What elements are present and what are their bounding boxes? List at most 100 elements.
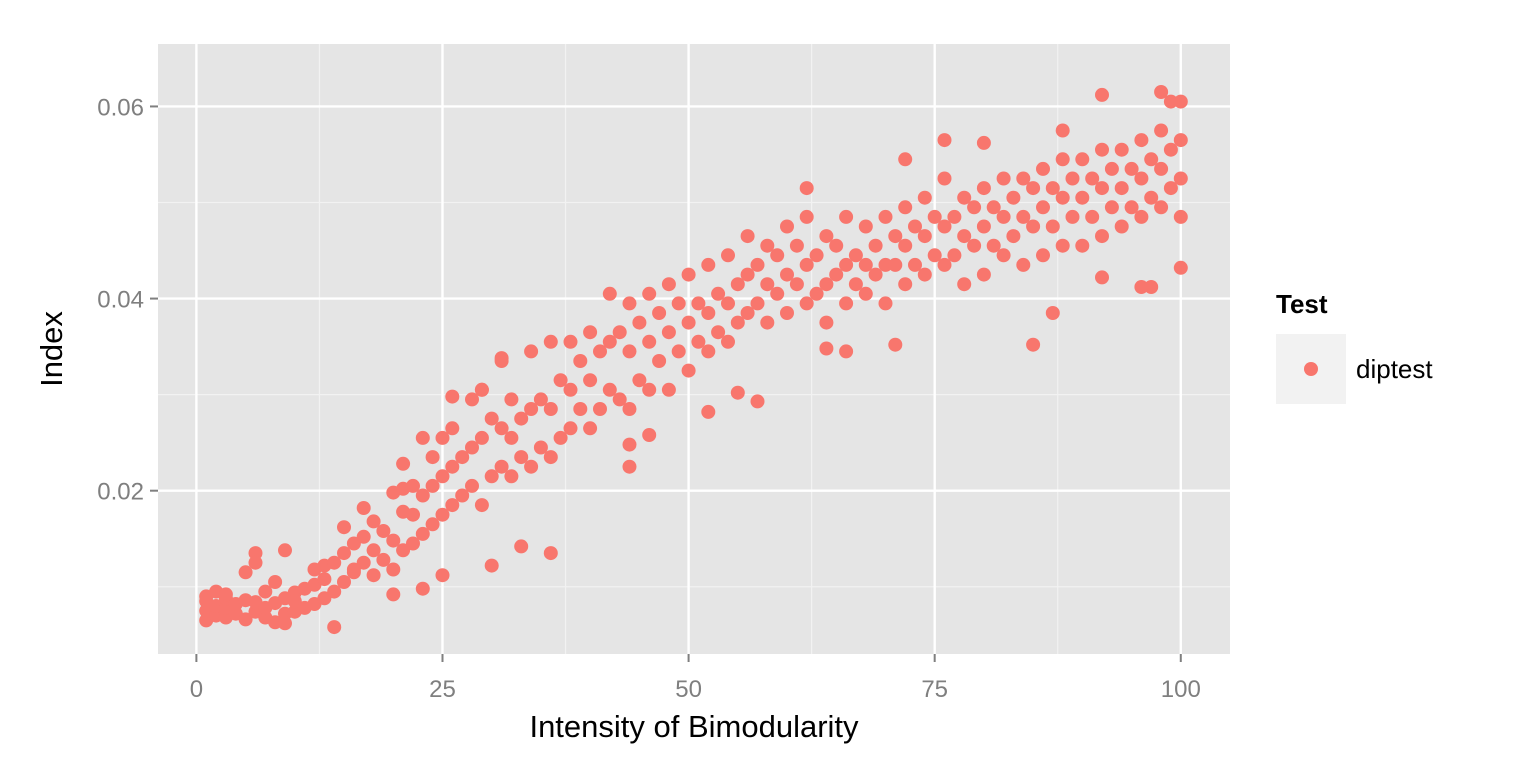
data-point [317, 572, 332, 587]
data-point [238, 612, 253, 627]
data-point [356, 555, 371, 570]
y-tick-label: 0.06 [97, 94, 144, 121]
data-point [888, 229, 903, 244]
data-point [819, 229, 834, 244]
data-point [721, 296, 735, 311]
data-point [976, 181, 991, 196]
data-point [346, 562, 361, 577]
data-point [661, 277, 676, 292]
data-point [1173, 171, 1188, 186]
data-point [386, 562, 401, 577]
data-point [760, 315, 775, 330]
data-point [602, 286, 617, 301]
y-tick-label: 0.04 [97, 287, 144, 314]
data-point [415, 581, 430, 596]
data-point [1045, 181, 1060, 196]
data-point [1055, 123, 1070, 138]
x-tick-labels: 0 25 50 75 100 [190, 676, 1201, 703]
data-point [1055, 190, 1070, 205]
data-point [632, 373, 647, 388]
data-point [563, 421, 578, 436]
data-point [661, 325, 676, 340]
data-point [1163, 181, 1178, 196]
data-point [1026, 337, 1041, 352]
y-axis-title: Index [34, 311, 69, 387]
data-point [622, 344, 637, 359]
data-point [917, 190, 932, 205]
data-point [415, 526, 430, 541]
data-point [366, 543, 381, 558]
data-point [819, 341, 834, 356]
data-point [819, 315, 834, 330]
data-point [1095, 181, 1109, 196]
data-point [701, 344, 716, 359]
data-point [593, 402, 607, 416]
data-point [671, 344, 686, 359]
data-point [337, 520, 351, 535]
data-point [484, 469, 499, 484]
data-point [858, 286, 873, 301]
data-point [543, 546, 558, 561]
data-point [750, 296, 765, 311]
data-point [553, 430, 568, 445]
data-point [1134, 280, 1149, 294]
data-point [652, 354, 667, 368]
data-point [721, 334, 735, 349]
data-point [750, 257, 765, 272]
data-point [730, 315, 745, 330]
data-point [1095, 87, 1109, 102]
data-point [514, 539, 529, 554]
data-point [1016, 257, 1031, 272]
data-point [868, 267, 883, 282]
legend-label-diptest: diptest [1356, 354, 1433, 384]
data-point [878, 296, 893, 311]
data-points [199, 85, 1188, 635]
data-point [681, 315, 696, 330]
data-point [524, 402, 539, 416]
data-point [780, 306, 794, 320]
data-point [780, 267, 794, 282]
data-point [366, 568, 381, 583]
data-point [435, 469, 450, 484]
data-point [898, 238, 913, 253]
data-point [514, 411, 529, 426]
data-point [780, 219, 794, 234]
data-point [563, 382, 578, 397]
data-point [799, 209, 814, 224]
data-point [1134, 171, 1149, 186]
data-point [504, 469, 519, 484]
data-point [701, 257, 716, 272]
data-point [494, 459, 509, 474]
data-point [524, 344, 539, 359]
data-point [642, 428, 657, 442]
data-point [937, 219, 952, 234]
data-point [376, 524, 391, 538]
data-point [681, 267, 696, 282]
data-point [494, 351, 509, 366]
data-point [1085, 171, 1100, 186]
data-point [612, 392, 627, 407]
data-point [1065, 209, 1080, 224]
data-point [465, 392, 479, 407]
data-point [967, 238, 982, 253]
data-point [543, 334, 558, 349]
data-point [504, 430, 519, 445]
data-point [287, 594, 302, 609]
data-point [563, 334, 578, 349]
data-point [632, 315, 647, 330]
data-point [327, 584, 342, 599]
legend-key-point [1304, 362, 1318, 376]
data-point [593, 344, 607, 359]
data-point [819, 277, 834, 292]
data-point [642, 382, 657, 397]
x-axis-title: Intensity of Bimodularity [529, 709, 859, 744]
data-point [789, 277, 804, 292]
data-point [1144, 190, 1159, 205]
data-point [366, 514, 381, 529]
data-point [721, 248, 735, 263]
data-point [425, 517, 440, 532]
data-point [967, 200, 982, 215]
data-point [868, 238, 883, 253]
data-point [740, 229, 755, 244]
data-point [917, 229, 932, 244]
